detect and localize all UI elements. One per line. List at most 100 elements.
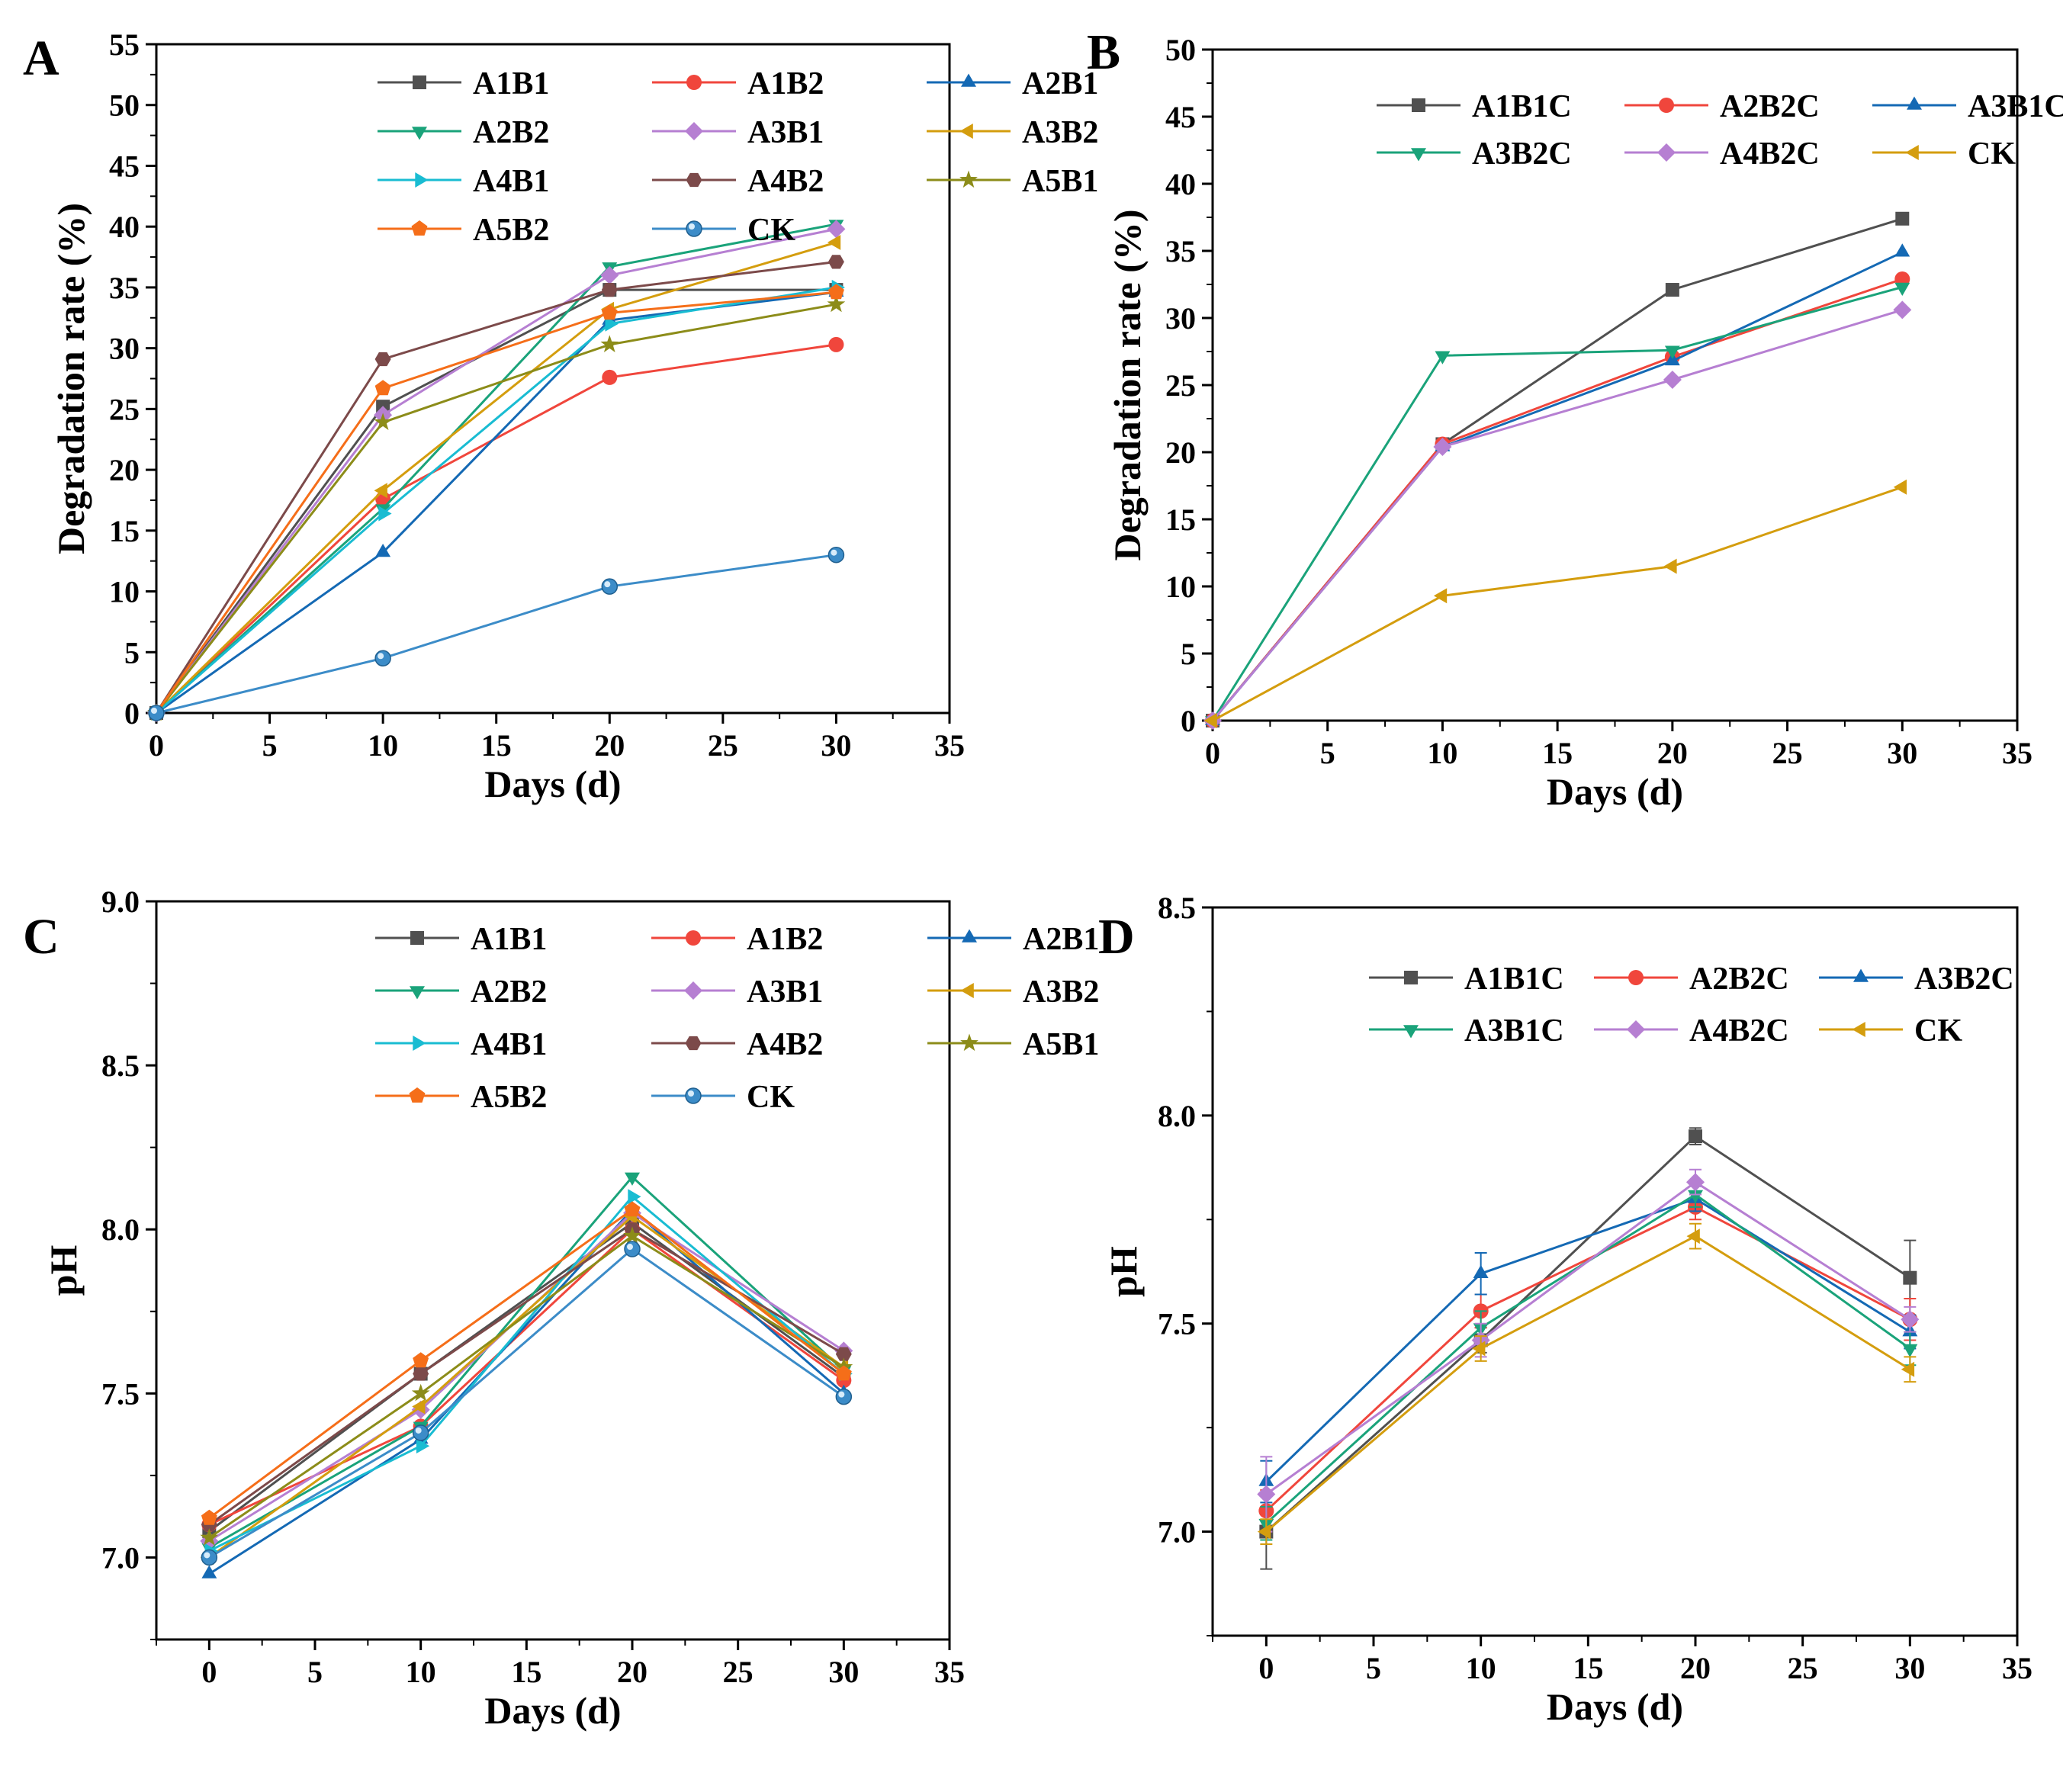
legend-label: A3B2C	[1472, 136, 1572, 172]
y-tick-label: 0	[124, 696, 140, 731]
x-tick-label: 20	[1657, 736, 1688, 770]
data-point	[1433, 588, 1448, 604]
plot-frame	[155, 900, 951, 1641]
legend-item: A4B2	[652, 164, 824, 199]
y-tick-label: 25	[109, 392, 140, 426]
data-point	[827, 220, 846, 239]
y-tick-label: 10	[109, 575, 140, 609]
legend-marker	[1403, 1025, 1419, 1039]
data-point	[374, 352, 391, 367]
x-tick-label: 5	[262, 728, 278, 763]
data-point	[375, 544, 391, 557]
panel-d: D 0 5 10 15 20 25 30 35 7.0 7.5 8.0 8.5 Days (d) pH A1B…	[1098, 891, 2032, 1728]
y-axis-title: pH	[1102, 1246, 1145, 1297]
series-line	[1265, 1197, 1911, 1483]
legend-item: A3B1C	[1872, 89, 2063, 124]
legend-item: A1B1C	[1369, 962, 1564, 997]
legend-marker	[1853, 968, 1869, 982]
data-point	[835, 1347, 852, 1361]
x-tick-label: 5	[1366, 1651, 1381, 1685]
series-line	[1265, 1135, 1911, 1533]
series-line	[1265, 1235, 1911, 1533]
legend-label: A2B1	[1022, 66, 1098, 101]
panel-letter: B	[1087, 24, 1120, 80]
data-point	[1903, 1270, 1917, 1285]
data-point-highlight	[604, 581, 611, 588]
data-point	[1901, 1361, 1915, 1377]
data-point	[1203, 713, 1217, 728]
y-tick-label: 55	[109, 27, 140, 62]
y-tick-label: 5	[124, 635, 140, 670]
y-tick-label: 15	[1165, 503, 1196, 537]
x-tick-label: 30	[1887, 736, 1917, 770]
legend-item: A5B1	[927, 164, 1098, 199]
panel-letter: C	[23, 909, 59, 965]
legend-label: A2B2	[473, 115, 549, 150]
data-point	[1893, 479, 1907, 495]
y-tick-label: 20	[109, 453, 140, 487]
series-ck	[148, 546, 845, 721]
legend-marker	[1659, 98, 1674, 113]
data-point	[374, 380, 391, 396]
x-tick-label: 35	[934, 728, 965, 763]
data-point	[624, 1241, 641, 1257]
legend-label: A4B2C	[1689, 1013, 1789, 1049]
y-tick-label: 10	[1165, 570, 1196, 604]
series-line	[156, 286, 837, 715]
y-tick-label: 50	[1165, 33, 1196, 67]
data-point	[1663, 371, 1682, 389]
series-line	[208, 1234, 845, 1539]
legend-label: A3B2	[1022, 115, 1098, 150]
data-point	[827, 235, 841, 250]
series-line	[208, 1248, 845, 1559]
legend-item: A1B2	[651, 922, 823, 957]
legend-label: A1B1C	[1464, 962, 1564, 997]
legend-marker-highlight	[688, 1090, 694, 1097]
x-tick-label: 25	[708, 728, 738, 763]
legend-item: A5B2	[375, 1080, 547, 1115]
data-point	[1664, 345, 1680, 359]
legend-marker	[686, 172, 702, 188]
legend-marker	[1411, 148, 1426, 162]
data-point	[623, 1226, 641, 1244]
series-line	[1265, 1180, 1911, 1495]
legend-label: CK	[747, 1080, 795, 1115]
series-ck	[1257, 1222, 1917, 1545]
legend-item: A4B2	[651, 1027, 823, 1062]
data-point-highlight	[415, 1427, 422, 1434]
series-line	[1211, 286, 1903, 721]
x-tick-label: 30	[821, 728, 851, 763]
x-tick-label: 15	[1542, 736, 1573, 770]
data-point	[1472, 1341, 1486, 1357]
legend-item: A2B2C	[1594, 962, 1789, 997]
series-line	[1265, 1206, 1910, 1512]
data-point	[828, 284, 844, 300]
legend-label: A1B1C	[1472, 89, 1572, 124]
data-point	[628, 1189, 641, 1205]
data-point	[1433, 438, 1452, 456]
data-point	[827, 255, 844, 269]
x-tick-label: 0	[1258, 1651, 1274, 1685]
y-tick-label: 40	[109, 210, 140, 244]
legend-label: A1B1	[473, 66, 549, 101]
legend: A1B1 A1B2 A2B1 A2B2 A3B1 A3B2 A4B1 A4B2 A5B1 A5B2…	[375, 922, 1099, 1115]
y-tick-label: 40	[1165, 167, 1196, 201]
legend-label: A4B1	[471, 1027, 547, 1062]
data-point	[1894, 282, 1910, 296]
y-tick-label: 7.0	[1158, 1515, 1196, 1550]
data-point	[1688, 1190, 1703, 1203]
x-tick-label: 0	[149, 728, 164, 763]
y-tick-label: 8.0	[101, 1212, 140, 1247]
x-tick-label: 10	[1427, 736, 1457, 770]
y-tick-label: 20	[1165, 435, 1196, 470]
legend-label: A1B1	[471, 922, 547, 957]
data-point-highlight	[378, 653, 384, 660]
x-axis-title: Days (d)	[1547, 1685, 1683, 1728]
series-line	[155, 260, 837, 714]
y-tick-label: 8.5	[101, 1049, 140, 1083]
data-point	[411, 1383, 430, 1402]
legend-label: A5B1	[1023, 1027, 1099, 1062]
x-tick-label: 20	[594, 728, 625, 763]
series-a5b2	[201, 1201, 852, 1525]
x-tick-label: 0	[201, 1655, 217, 1689]
